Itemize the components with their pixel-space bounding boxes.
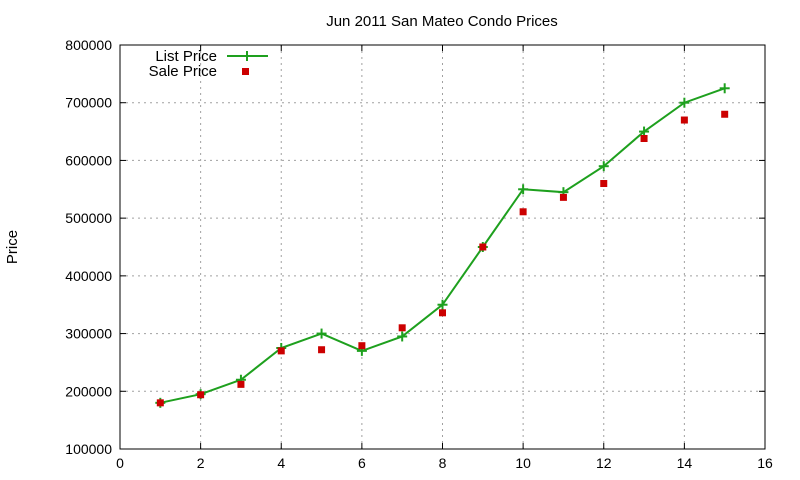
- y-tick-label: 800000: [65, 37, 112, 53]
- legend: List Price Sale Price: [149, 48, 268, 80]
- sale-price-point: [156, 399, 164, 407]
- axis-ticks: 0 2 4 6 8 10 12 14 16 100000 200000 300000 400000 500…: [65, 37, 773, 471]
- y-axis-label: Price: [4, 230, 21, 264]
- legend-label-list-price: List Price: [155, 48, 217, 65]
- legend-marker-list-price: [242, 51, 252, 61]
- y-tick-label: 200000: [65, 383, 112, 399]
- legend-plus-marker: [242, 51, 252, 61]
- sale-price-point: [680, 116, 688, 124]
- x-tick-label: 2: [197, 455, 205, 471]
- sale-price-point: [318, 346, 326, 354]
- list-price-point: [598, 161, 609, 172]
- sale-price-point: [600, 180, 608, 188]
- grid: [120, 45, 765, 449]
- list-price-point: [518, 184, 529, 195]
- y-tick-label: 300000: [65, 326, 112, 342]
- x-tick-label: 12: [596, 455, 612, 471]
- y-tick-label: 400000: [65, 268, 112, 284]
- list-price-point: [679, 97, 690, 108]
- x-tick-label: 16: [757, 455, 773, 471]
- sale-price-point: [439, 309, 446, 317]
- sale-price-point: [640, 134, 648, 142]
- list-price-point: [639, 126, 650, 137]
- sale-price-point: [479, 243, 487, 251]
- sale-price-point: [519, 208, 527, 216]
- sale-price-point: [197, 391, 205, 399]
- sale-price-point: [358, 342, 366, 350]
- y-tick-label: 600000: [65, 152, 112, 168]
- y-tick-label: 100000: [65, 441, 112, 457]
- y-tick-label: 500000: [65, 210, 112, 226]
- series-group: [155, 83, 730, 408]
- list-price-point: [397, 331, 408, 342]
- x-tick-label: 0: [116, 455, 124, 471]
- sale-price-point: [398, 324, 406, 332]
- sale-price-point: [721, 110, 729, 118]
- x-tick-label: 4: [277, 455, 285, 471]
- x-tick-label: 8: [439, 455, 447, 471]
- list-price-point: [719, 83, 730, 94]
- sale-price-point: [277, 347, 285, 355]
- sale-price-point: [559, 193, 567, 201]
- legend-label-sale-price: Sale Price: [149, 63, 217, 80]
- x-tick-label: 6: [358, 455, 366, 471]
- legend-marker-sale-price: [242, 68, 249, 75]
- list-price-point: [316, 328, 327, 339]
- y-tick-label: 700000: [65, 95, 112, 111]
- x-tick-label: 10: [515, 455, 531, 471]
- x-tick-label: 14: [677, 455, 693, 471]
- chart-title: Jun 2011 San Mateo Condo Prices: [326, 13, 558, 30]
- list-price-point: [437, 299, 448, 310]
- sale-price-point: [237, 380, 245, 388]
